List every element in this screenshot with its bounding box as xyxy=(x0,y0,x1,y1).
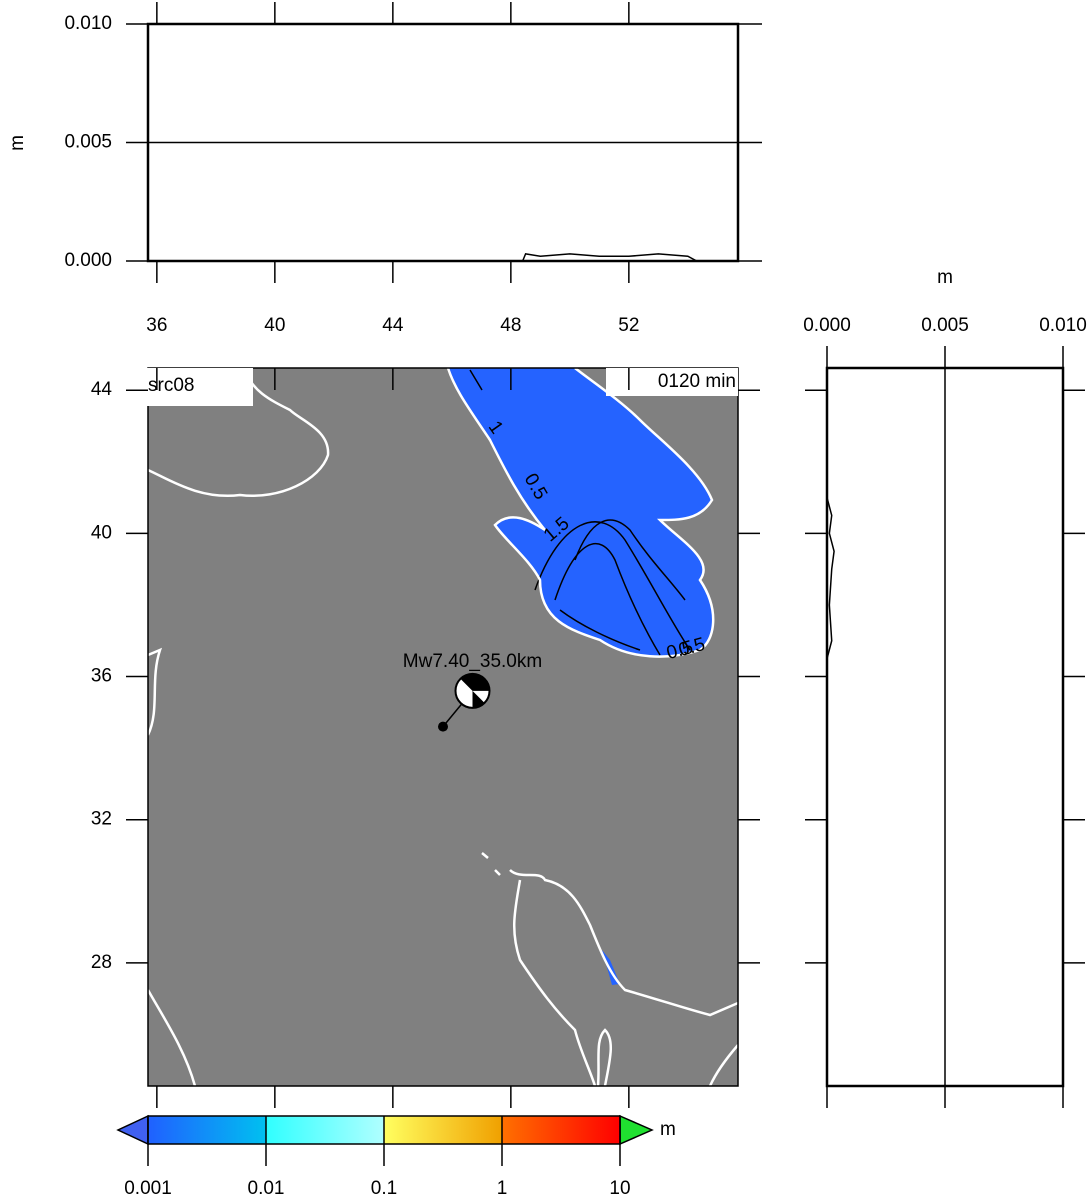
colorbar-segment xyxy=(384,1116,502,1144)
x-tick-label: 48 xyxy=(500,315,521,336)
coastline xyxy=(147,367,330,498)
profile-line xyxy=(826,497,835,659)
contour xyxy=(554,542,661,656)
y-tick-label: 0.000 xyxy=(64,250,112,271)
coastline xyxy=(146,647,163,736)
y-tick-label: 36 xyxy=(91,666,112,687)
contour xyxy=(534,521,691,651)
x-tick-label: 0.000 xyxy=(803,315,851,336)
x-axis-label: m xyxy=(937,267,953,288)
colorbar-tick-label: 0.1 xyxy=(371,1178,397,1199)
y-tick-label: 0.010 xyxy=(64,13,112,34)
time-label: 0120 min xyxy=(658,371,736,392)
y-tick-label: 32 xyxy=(91,809,112,830)
focal-mechanism-quadrant xyxy=(460,673,490,708)
colorbar-under xyxy=(116,1114,149,1146)
colorbar-segment xyxy=(148,1116,266,1144)
x-tick-label: 44 xyxy=(382,315,404,336)
profile-line xyxy=(521,253,698,262)
y-tick-label: 44 xyxy=(91,379,113,400)
contour xyxy=(469,369,641,651)
colorbar-over xyxy=(619,1114,654,1146)
coastline xyxy=(481,852,739,1017)
coastline xyxy=(446,367,715,658)
time-box xyxy=(606,368,738,396)
y-tick-label: 40 xyxy=(91,522,112,543)
y-axis-label: m xyxy=(7,135,28,151)
x-tick-label: 52 xyxy=(618,315,639,336)
colorbar-tick-label: 10 xyxy=(609,1178,630,1199)
colorbar-tick-label: 1 xyxy=(497,1178,508,1199)
coastline xyxy=(512,879,612,1087)
title-box xyxy=(145,368,253,406)
colorbar-unit: m xyxy=(660,1119,676,1140)
x-tick-label: 40 xyxy=(264,315,285,336)
colorbar-segment xyxy=(266,1116,384,1144)
epicenter xyxy=(438,721,448,732)
y-tick-label: 0.005 xyxy=(64,132,112,153)
coastline xyxy=(146,989,739,1087)
x-tick-label: 0.010 xyxy=(1039,315,1087,336)
x-tick-label: 0.005 xyxy=(921,315,969,336)
map-frame xyxy=(147,367,739,1087)
colorbar-tick-label: 0.001 xyxy=(124,1178,172,1199)
colorbar-segment xyxy=(502,1116,620,1144)
event-label: Mw7.40_35.0km xyxy=(403,651,542,672)
contour xyxy=(574,519,686,601)
y-tick-label: 28 xyxy=(91,952,112,973)
x-tick-label: 36 xyxy=(146,315,167,336)
map-title: src08 xyxy=(148,375,194,396)
water-region xyxy=(448,368,714,657)
colorbar-tick-label: 0.01 xyxy=(248,1178,285,1199)
